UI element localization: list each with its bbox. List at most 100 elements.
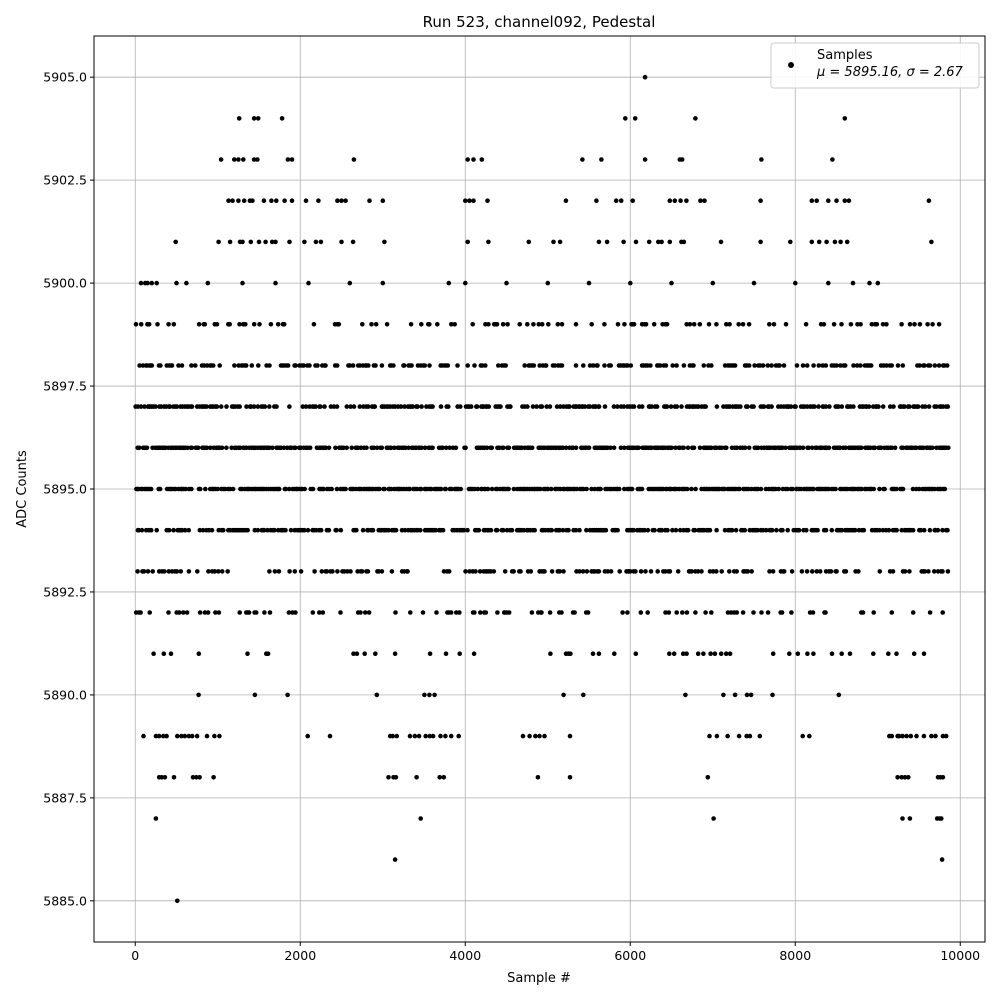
data-point	[714, 569, 719, 574]
data-point	[871, 651, 876, 656]
data-point	[608, 445, 613, 451]
data-point	[832, 239, 838, 245]
data-point	[138, 404, 144, 409]
data-point	[407, 733, 413, 739]
data-point	[727, 569, 732, 574]
data-point	[668, 404, 674, 409]
data-point	[148, 527, 154, 533]
data-point	[703, 404, 708, 409]
data-point	[485, 198, 490, 203]
data-point	[318, 527, 324, 533]
data-point	[218, 404, 224, 409]
legend-series-name: Samples	[817, 48, 873, 63]
data-point	[769, 363, 774, 368]
data-point	[179, 733, 184, 739]
data-point	[732, 692, 738, 698]
data-point	[362, 651, 368, 656]
data-point	[549, 527, 554, 533]
data-point	[327, 733, 333, 739]
data-point	[917, 363, 922, 368]
data-point	[267, 363, 272, 368]
data-point	[814, 198, 819, 203]
data-point	[257, 322, 262, 327]
data-point	[205, 610, 211, 615]
x-tick-label: 4000	[449, 948, 481, 963]
data-point	[781, 363, 787, 368]
y-tick-label: 5890.0	[43, 687, 87, 702]
data-point	[917, 322, 923, 327]
data-point	[539, 610, 544, 615]
data-point	[910, 610, 916, 615]
data-point	[886, 651, 891, 656]
data-point	[783, 445, 788, 451]
data-point	[203, 486, 208, 492]
data-point	[167, 404, 173, 409]
data-point	[765, 610, 771, 615]
data-point	[697, 445, 703, 451]
data-point	[208, 445, 213, 451]
data-point	[834, 198, 839, 203]
data-point	[379, 445, 385, 451]
data-point	[670, 363, 675, 368]
data-point	[621, 404, 627, 409]
data-point	[145, 569, 151, 574]
data-point	[212, 569, 217, 574]
data-point	[315, 363, 320, 368]
data-point	[664, 322, 670, 327]
data-point	[589, 486, 594, 492]
data-point	[334, 486, 340, 492]
data-point	[197, 610, 203, 615]
data-point	[693, 116, 698, 121]
y-tick-label: 5897.5	[43, 379, 87, 394]
data-point	[448, 733, 454, 739]
data-point	[643, 569, 648, 574]
data-point	[691, 445, 697, 451]
data-point	[940, 733, 946, 739]
data-point	[287, 239, 292, 245]
data-point	[261, 198, 267, 203]
data-point	[806, 445, 811, 451]
y-tick-label: 5895.0	[43, 482, 87, 497]
data-point	[313, 239, 319, 245]
data-point	[463, 445, 468, 451]
x-tick-label: 8000	[779, 948, 811, 963]
data-point	[770, 692, 775, 698]
data-point	[241, 157, 246, 162]
x-axis-title: Sample #	[507, 971, 571, 986]
data-point	[669, 280, 674, 286]
data-point	[282, 198, 287, 203]
data-point	[921, 651, 927, 656]
data-point	[940, 610, 945, 615]
data-point	[548, 486, 554, 492]
data-point	[324, 569, 330, 574]
data-point	[860, 610, 866, 615]
data-point	[810, 610, 816, 615]
data-point	[861, 527, 867, 533]
data-point	[586, 280, 592, 286]
data-point	[357, 404, 363, 409]
plot-area	[93, 35, 986, 943]
data-point	[804, 569, 810, 574]
data-point	[561, 692, 566, 698]
data-point	[343, 486, 348, 492]
data-point	[932, 363, 938, 368]
data-point	[175, 898, 180, 904]
data-point	[663, 569, 668, 574]
data-point	[335, 198, 340, 203]
data-point	[581, 486, 586, 492]
data-point	[438, 486, 444, 492]
data-point	[654, 404, 660, 409]
data-point	[372, 404, 378, 409]
data-point	[770, 651, 776, 656]
data-point	[940, 569, 945, 574]
data-point	[907, 816, 913, 821]
data-point	[876, 404, 881, 409]
data-point	[900, 486, 906, 492]
x-tick-label: 0	[131, 948, 139, 963]
data-point	[173, 239, 178, 245]
data-point	[252, 692, 258, 698]
data-point	[765, 363, 771, 368]
data-point	[496, 363, 501, 368]
data-point	[251, 404, 257, 409]
data-point	[500, 322, 506, 327]
